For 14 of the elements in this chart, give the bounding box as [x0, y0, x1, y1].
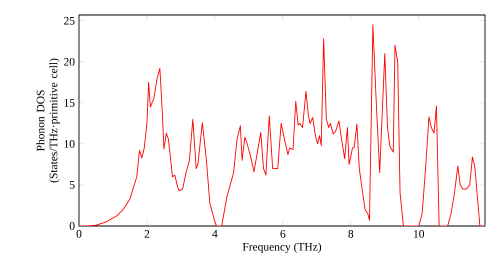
- y-tick-label: 20: [64, 58, 75, 66]
- y-tick-label: 5: [70, 181, 75, 189]
- y-tick-label: 0: [70, 222, 75, 230]
- y-axis-title: Phonon DOS (States/THz·primitive cell): [36, 58, 60, 182]
- y-tick-label: 15: [64, 99, 75, 107]
- y-tick-label: 25: [64, 16, 75, 25]
- y-tick-label: 10: [64, 140, 75, 148]
- x-tick-label: 0: [76, 230, 82, 238]
- x-tick-label: 2: [144, 230, 150, 238]
- x-axis-title: Frequency (THz): [242, 242, 322, 254]
- x-tick-label: 6: [280, 230, 286, 238]
- x-tick-label: 4: [212, 230, 218, 238]
- x-tick-label: 10: [414, 230, 424, 238]
- x-tick-label: 8: [348, 230, 354, 238]
